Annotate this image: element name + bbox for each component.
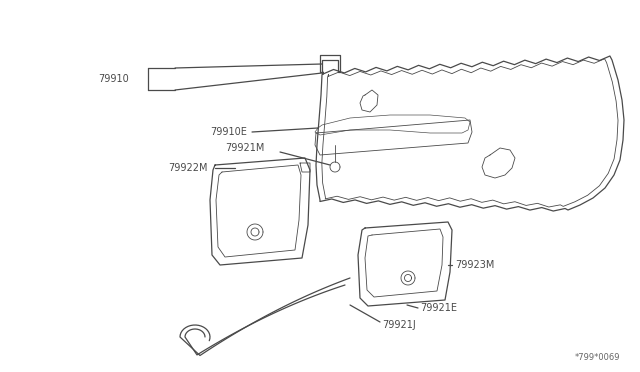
Text: *799*0069: *799*0069 [575,353,620,362]
Text: 79910E: 79910E [210,127,247,137]
Text: 79921E: 79921E [420,303,457,313]
Text: 79921J: 79921J [382,320,416,330]
Text: 79923M: 79923M [455,260,494,270]
Text: 79922M: 79922M [168,163,207,173]
Text: 79910: 79910 [98,74,129,84]
Text: 79921M: 79921M [225,143,264,153]
